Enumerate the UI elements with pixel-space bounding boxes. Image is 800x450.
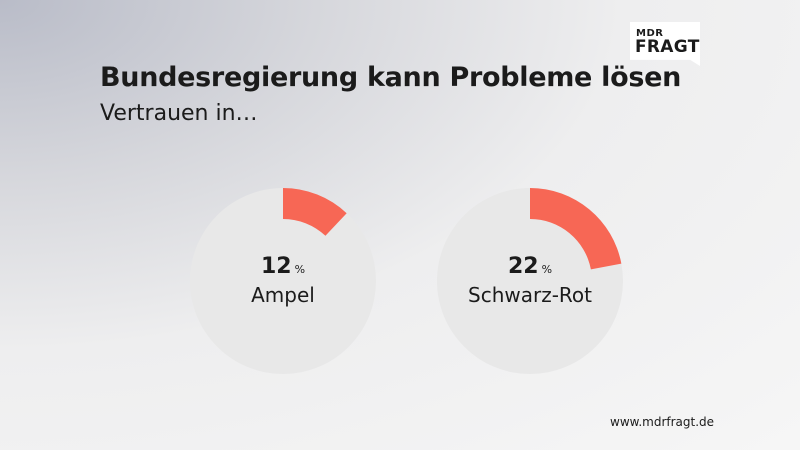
logo-main-text: FRAGT [635, 37, 700, 57]
donut-center: 12% Ampel [188, 254, 378, 307]
donut-label: Ampel [251, 283, 315, 307]
chart-subtitle: Vertrauen in… [100, 101, 258, 126]
chart-title: Bundesregierung kann Probleme lösen [100, 62, 682, 93]
donut-segment-ampel [283, 188, 347, 236]
mdr-fragt-logo: MDR FRAGT [630, 22, 700, 66]
footer-url: www.mdrfragt.de [610, 415, 715, 429]
donut-center: 22% Schwarz-Rot [435, 254, 625, 307]
donut-value: 22 [507, 254, 539, 279]
donut-chart-schwarz-rot: 22% Schwarz-Rot [435, 186, 625, 376]
donut-unit: % [294, 263, 306, 276]
donut-value: 12 [260, 254, 292, 279]
donut-svg [437, 188, 623, 374]
donut-label: Schwarz-Rot [468, 283, 592, 307]
donut-track [190, 188, 376, 374]
donut-svg [190, 188, 376, 374]
donut-unit: % [541, 263, 553, 276]
logo-top-text: MDR [636, 28, 664, 39]
donut-segment-schwarz-rot [530, 188, 622, 270]
donut-chart-ampel: 12% Ampel [188, 186, 378, 376]
